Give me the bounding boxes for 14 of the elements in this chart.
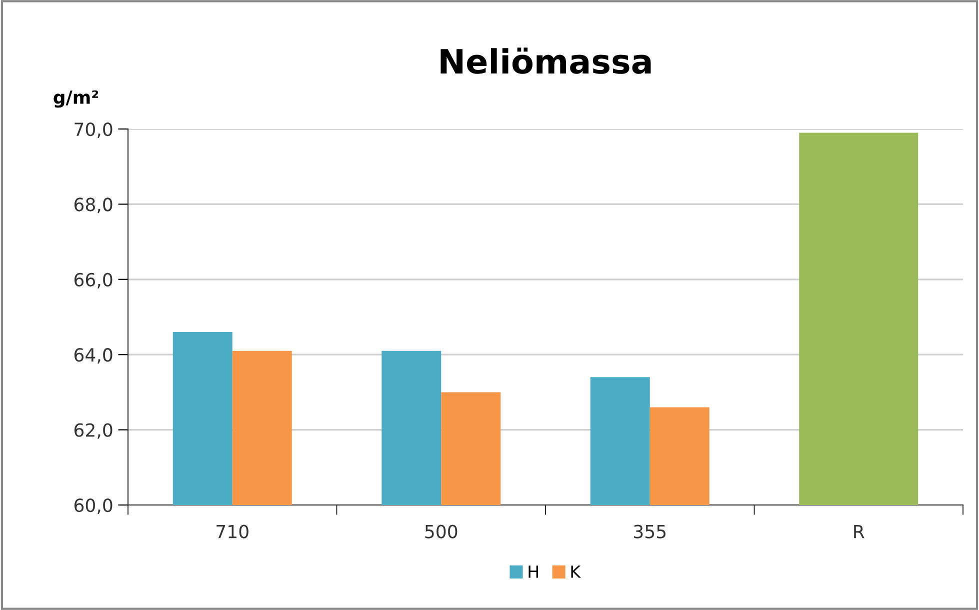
x-tick-label: 355: [634, 524, 666, 538]
x-tick-label: R: [854, 525, 864, 538]
y-tick-label: 70,0: [74, 122, 112, 138]
legend-label: H: [528, 566, 538, 578]
x-tick-label: 710: [216, 524, 248, 538]
y-tick-label: 60,0: [74, 498, 112, 514]
chart-title: Neliömassa: [440, 48, 651, 74]
y-axis-title: g/m²: [54, 90, 98, 108]
legend-label: K: [571, 566, 581, 578]
y-tick-label: 66,0: [74, 272, 112, 288]
y-tick-label: 68,0: [74, 198, 112, 214]
y-tick-label: 64,0: [74, 348, 112, 364]
x-tick-label: 500: [425, 524, 458, 538]
y-tick-label: 62,0: [74, 423, 112, 439]
